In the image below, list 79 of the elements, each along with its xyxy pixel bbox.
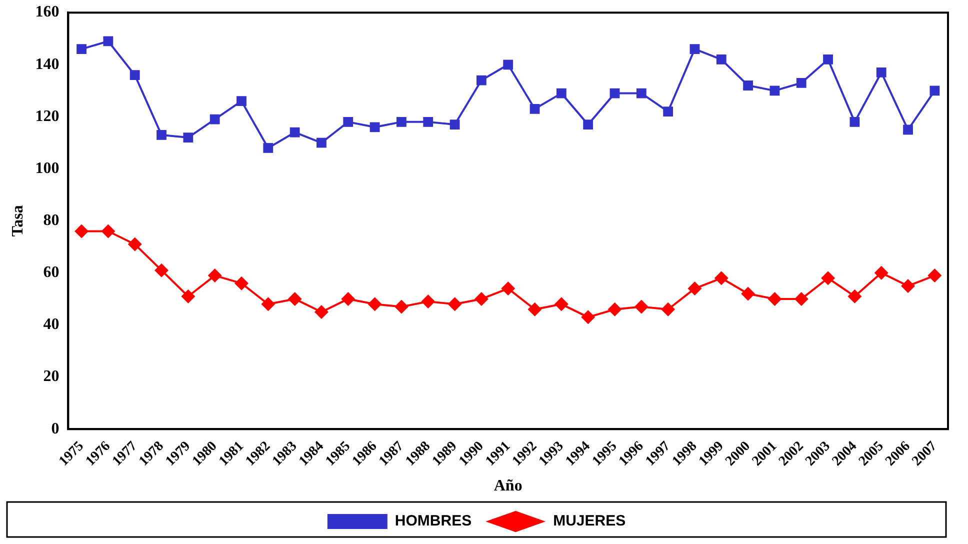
point bbox=[208, 268, 222, 283]
point bbox=[314, 304, 328, 319]
point bbox=[316, 138, 326, 148]
point bbox=[554, 297, 568, 312]
point bbox=[501, 282, 516, 296]
point bbox=[394, 300, 408, 314]
point bbox=[823, 54, 833, 64]
point bbox=[528, 302, 542, 316]
point bbox=[396, 116, 406, 127]
y-tick-label: 160 bbox=[35, 4, 60, 21]
point bbox=[76, 44, 86, 54]
point bbox=[154, 263, 169, 278]
point bbox=[368, 297, 382, 312]
point bbox=[794, 292, 808, 306]
point bbox=[743, 80, 753, 90]
point bbox=[581, 310, 596, 324]
point bbox=[661, 302, 676, 316]
point bbox=[290, 127, 300, 138]
point bbox=[341, 292, 356, 306]
point bbox=[288, 292, 302, 306]
point bbox=[448, 297, 462, 312]
y-tick-label: 40 bbox=[43, 316, 60, 334]
point bbox=[634, 300, 648, 314]
point bbox=[636, 88, 646, 98]
point bbox=[716, 54, 726, 64]
point bbox=[101, 224, 116, 238]
point bbox=[608, 302, 622, 316]
y-tick-label: 0 bbox=[51, 420, 60, 438]
point bbox=[690, 44, 700, 54]
y-tick-label: 20 bbox=[43, 368, 60, 386]
point bbox=[128, 237, 142, 252]
point bbox=[930, 86, 940, 96]
point bbox=[503, 60, 514, 70]
point bbox=[663, 106, 674, 116]
point bbox=[236, 96, 246, 106]
point bbox=[741, 286, 756, 301]
point bbox=[263, 143, 274, 153]
point bbox=[688, 282, 702, 296]
point bbox=[821, 271, 836, 286]
point bbox=[421, 294, 436, 309]
point bbox=[901, 278, 916, 293]
point bbox=[181, 289, 196, 304]
point bbox=[130, 70, 140, 80]
point bbox=[848, 289, 862, 304]
point bbox=[770, 86, 780, 96]
point bbox=[850, 116, 860, 127]
point bbox=[768, 292, 782, 306]
point bbox=[583, 120, 594, 130]
y-tick-label: 80 bbox=[43, 212, 60, 229]
point bbox=[103, 36, 114, 46]
y-axis-title: Tasa bbox=[10, 205, 27, 237]
point bbox=[796, 78, 806, 88]
point bbox=[556, 88, 566, 98]
point bbox=[474, 292, 488, 306]
point bbox=[610, 88, 620, 98]
point bbox=[234, 276, 248, 290]
point bbox=[183, 132, 194, 143]
point bbox=[714, 271, 728, 286]
y-tick-label: 100 bbox=[35, 160, 60, 177]
y-tick-label: 140 bbox=[35, 56, 60, 73]
point bbox=[261, 297, 276, 312]
y-tick-label: 120 bbox=[35, 108, 60, 125]
point bbox=[343, 116, 354, 127]
point bbox=[450, 120, 460, 130]
point bbox=[530, 104, 540, 114]
legend-label: MUJERES bbox=[553, 512, 626, 530]
point bbox=[903, 124, 913, 135]
point bbox=[876, 68, 886, 78]
point bbox=[74, 224, 89, 238]
point bbox=[476, 75, 486, 86]
point bbox=[874, 266, 888, 280]
y-tick-label: 60 bbox=[43, 264, 60, 282]
point bbox=[210, 114, 220, 124]
point bbox=[370, 122, 380, 132]
x-axis-title: Año bbox=[494, 478, 522, 495]
legend-label: HOMBRES bbox=[394, 512, 472, 530]
point bbox=[423, 116, 434, 127]
point bbox=[928, 268, 942, 283]
point bbox=[156, 130, 166, 140]
